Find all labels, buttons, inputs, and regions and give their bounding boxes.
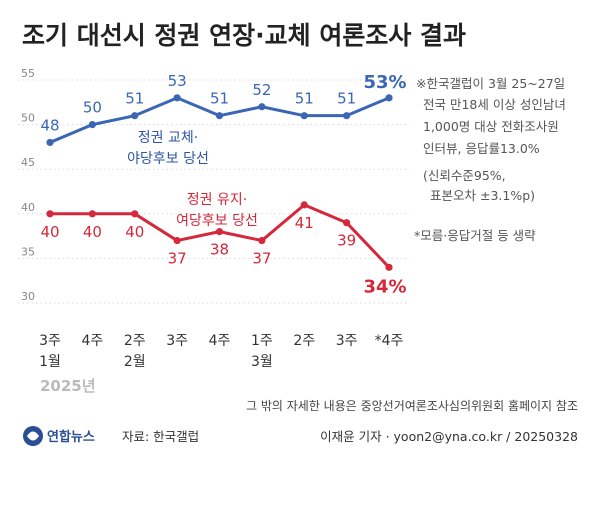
data-point: [173, 94, 181, 102]
data-label: 53%: [363, 72, 406, 93]
data-point: [88, 121, 96, 129]
series-name-red-line2: 여당후보 당선: [176, 213, 258, 229]
data-point: [46, 210, 54, 218]
data-label: 39: [337, 232, 356, 250]
data-point: [131, 112, 139, 120]
data-label: 40: [125, 223, 144, 241]
data-point: [258, 103, 266, 111]
data-label: 52: [252, 81, 271, 99]
note-line: 1,000명 대상 전화조사원: [423, 119, 559, 134]
chart-title: 조기 대선시 정권 연장·교체 여론조사 결과: [22, 21, 466, 50]
data-point: [215, 228, 224, 236]
note-line: ※한국갤럽이 3월 25~27일: [416, 76, 565, 91]
data-label: 41: [295, 214, 314, 232]
data-label: 51: [210, 90, 229, 108]
data-label: 38: [210, 241, 229, 259]
yonhap-logo: 연합뉴스: [23, 426, 95, 446]
note-line: 인터뷰, 응답률13.0%: [423, 141, 540, 156]
source-credit: 자료: 한국갤럽: [122, 429, 199, 444]
data-point: [300, 112, 308, 120]
x-tick-label: 2주: [124, 333, 146, 349]
y-tick-label: 50: [21, 112, 35, 125]
y-axis-ticks: 55 50 45 40 35 30: [21, 67, 35, 303]
data-label: 51: [337, 90, 356, 108]
note-line: 전국 만18세 이상 성인남녀: [423, 97, 566, 112]
y-tick-label: 40: [21, 201, 35, 214]
data-point: [258, 236, 266, 245]
data-label: 51: [125, 90, 144, 108]
data-label: 40: [83, 223, 102, 241]
data-point: [215, 112, 224, 120]
note-line: 표본오차 ±3.1%p): [430, 188, 535, 203]
data-label: 40: [40, 223, 59, 241]
series-layer: 48 50 51 53 51 52 51 51 53% 40 40 40 37 38 37 41 39 34%: [40, 72, 406, 297]
y-tick-label: 30: [21, 290, 35, 303]
x-tick-sublabel: 1월: [39, 354, 61, 370]
data-label: 51: [295, 90, 314, 108]
x-tick-sublabel: 2월: [124, 354, 146, 370]
data-point: [385, 263, 393, 271]
data-point: [343, 219, 351, 227]
logo-text: 연합뉴스: [47, 429, 95, 445]
x-tick-label: 3주: [336, 333, 358, 349]
data-point: [385, 94, 393, 102]
series-name-blue-line2: 야당후보 당선: [127, 151, 209, 167]
x-tick-label: 3주: [39, 333, 61, 349]
data-point: [343, 112, 351, 120]
data-label: 37: [168, 250, 187, 268]
data-label: 34%: [363, 276, 406, 297]
data-label: 48: [40, 116, 59, 134]
data-point: [131, 210, 139, 218]
data-point: [46, 138, 54, 147]
x-tick-label: 4주: [81, 333, 103, 349]
survey-notes: ※한국갤럽이 3월 25~27일 전국 만18세 이상 성인남녀 1,000명 …: [416, 76, 566, 203]
data-label: 53: [168, 72, 187, 90]
data-label: 50: [83, 99, 102, 117]
note-line: (신뢰수준95%,: [423, 168, 506, 183]
y-tick-label: 45: [21, 156, 35, 169]
data-point: [88, 210, 96, 218]
y-tick-label: 55: [21, 67, 35, 80]
x-tick-label: 3주: [166, 333, 188, 349]
x-tick-label: 4주: [209, 333, 231, 349]
footer-reference: 그 밖의 자세한 내용은 중앙선거여론조사심의위원회 홈페이지 참조: [246, 399, 578, 413]
x-tick-sublabel: 3월: [251, 354, 273, 370]
y-tick-label: 35: [21, 245, 35, 258]
x-tick-label: *4주: [375, 333, 404, 349]
logo-mark-inner-icon: [27, 431, 39, 441]
data-label: 37: [252, 250, 271, 268]
series-name-blue-line1: 정권 교체·: [138, 130, 198, 146]
x-tick-label: 2주: [293, 333, 315, 349]
x-tick-label: 1주: [251, 333, 273, 349]
data-point: [300, 201, 308, 209]
x-axis-ticks: 3주 1월 4주 2주 2월 3주 4주 1주 3월 2주 3주 *4주: [39, 333, 403, 370]
author-credit: 이재윤 기자 · yoon2@yna.co.kr / 20250328: [320, 429, 578, 444]
note-omitted: *모름·응답거절 등 생략: [414, 228, 536, 243]
year-label: 2025년: [40, 377, 96, 395]
data-point: [173, 236, 181, 245]
series-name-red-line1: 정권 유지·: [187, 192, 247, 208]
